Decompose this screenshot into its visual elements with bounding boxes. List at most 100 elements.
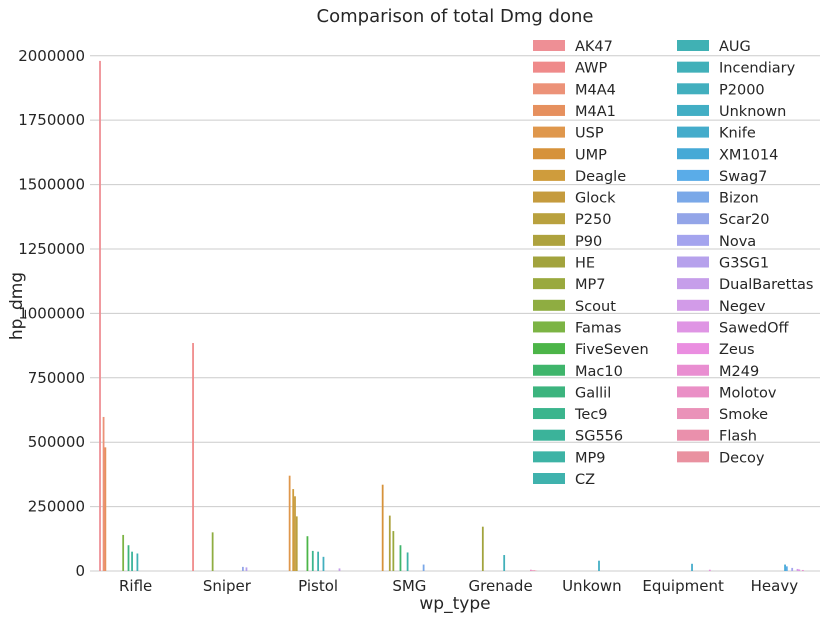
x-tick-label: Sniper — [203, 577, 252, 595]
legend-item-usp: USP — [533, 126, 604, 142]
legend-swatch — [677, 235, 709, 246]
bar-ump-smg — [382, 485, 384, 571]
legend-swatch — [677, 127, 709, 138]
legend-swatch — [677, 105, 709, 116]
legend-label: XM1014 — [719, 147, 778, 163]
legend-label: Famas — [575, 320, 621, 336]
legend-item-unknown: Unknown — [677, 104, 786, 120]
legend-item-knife: Knife — [677, 126, 756, 142]
legend-swatch — [533, 343, 565, 354]
legend-label: AWP — [575, 61, 607, 77]
legend-swatch — [677, 300, 709, 311]
bar-sg556-rifle — [131, 552, 133, 571]
bar-xm1014-heavy — [784, 565, 786, 571]
legend-label: Unknown — [719, 104, 786, 120]
legend-swatch — [677, 148, 709, 159]
bar-smoke-grenade — [532, 570, 534, 571]
legend-swatch — [533, 278, 565, 289]
legend-swatch — [533, 257, 565, 268]
legend-item-gallil: Gallil — [533, 385, 611, 401]
legend-item-p90: P90 — [533, 234, 602, 250]
bar-tec9-pistol — [312, 551, 314, 571]
legend-swatch — [677, 386, 709, 397]
legend-swatch — [677, 62, 709, 73]
bar-bizon-smg — [423, 565, 425, 571]
x-tick-label: Unkown — [562, 577, 622, 595]
legend-swatch — [533, 300, 565, 311]
legend-item-m4a1: M4A1 — [533, 104, 616, 120]
legend-label: Decoy — [719, 450, 765, 466]
legend-swatch — [677, 343, 709, 354]
legend-label: P90 — [575, 234, 602, 250]
legend-label: Nova — [719, 234, 756, 250]
legend-swatch — [533, 62, 565, 73]
legend-swatch — [677, 408, 709, 419]
legend-label: MP9 — [575, 450, 605, 466]
bar-incendiary-grenade — [503, 555, 505, 571]
legend-label: CZ — [575, 472, 595, 488]
legend: AK47AWPM4A4M4A1USPUMPDeagleGlockP250P90H… — [533, 39, 813, 488]
legend-item-incendiary: Incendiary — [677, 61, 796, 77]
legend-item-mp9: MP9 — [533, 450, 605, 466]
y-tick-label: 2000000 — [18, 47, 85, 65]
legend-label: M4A4 — [575, 82, 616, 98]
y-tick-label: 1750000 — [18, 111, 85, 129]
legend-swatch — [533, 386, 565, 397]
y-tick-label: 1500000 — [18, 176, 85, 194]
legend-item-aug: AUG — [677, 39, 751, 55]
legend-swatch — [533, 192, 565, 203]
gridlines — [90, 56, 820, 571]
legend-label: M249 — [719, 364, 759, 380]
legend-label: Scar20 — [719, 212, 769, 228]
legend-label: Zeus — [719, 342, 755, 358]
legend-label: Gallil — [575, 385, 611, 401]
legend-item-m4a4: M4A4 — [533, 82, 616, 98]
legend-item-p2000: P2000 — [677, 82, 765, 98]
y-tick-label: 1250000 — [18, 240, 85, 258]
legend-label: Knife — [719, 126, 756, 142]
bar-g3sg1-sniper — [246, 567, 248, 571]
legend-label: MP7 — [575, 277, 605, 293]
legend-swatch — [533, 83, 565, 94]
legend-item-ump: UMP — [533, 147, 607, 163]
bar-gallil-rifle — [128, 545, 130, 571]
bar-deagle-pistol — [292, 489, 294, 571]
legend-item-nova: Nova — [677, 234, 756, 250]
legend-label: Molotov — [719, 385, 777, 401]
legend-label: Mac10 — [575, 364, 623, 380]
bar-unknown-unkown — [598, 561, 600, 571]
legend-label: SawedOff — [719, 320, 789, 336]
legend-item-mp7: MP7 — [533, 277, 605, 293]
legend-item-fiveseven: FiveSeven — [533, 342, 649, 358]
legend-label: Deagle — [575, 169, 626, 185]
legend-item-famas: Famas — [533, 320, 621, 336]
bar-mp9-smg — [407, 552, 409, 571]
legend-label: Glock — [575, 191, 616, 207]
legend-swatch — [533, 473, 565, 484]
y-tick-label: 750000 — [28, 369, 85, 387]
x-tick-label: SMG — [392, 577, 426, 595]
legend-label: P250 — [575, 212, 611, 228]
legend-item-decoy: Decoy — [677, 450, 765, 466]
bar-flash-grenade — [534, 570, 536, 571]
legend-label: DualBarettas — [719, 277, 813, 293]
bar-aug-rifle — [137, 553, 139, 571]
legend-label: UMP — [575, 147, 607, 163]
legend-label: Flash — [719, 429, 757, 445]
y-axis-ticks: 0250000500000750000100000012500001500000… — [18, 47, 85, 580]
chart-title: Comparison of total Dmg done — [317, 6, 594, 27]
bar-p2000-pistol — [323, 557, 325, 571]
legend-swatch — [677, 83, 709, 94]
bar-nova-heavy — [791, 568, 793, 571]
y-axis-label: hp_dmg — [7, 272, 27, 340]
legend-swatch — [677, 321, 709, 332]
y-tick-label: 250000 — [28, 498, 85, 516]
legend-swatch — [533, 235, 565, 246]
bar-scar20-sniper — [242, 567, 244, 571]
bar-scout-sniper — [212, 532, 214, 571]
bar-mac10-smg — [400, 545, 402, 571]
bar-swag7-heavy — [786, 566, 788, 571]
legend-label: Negev — [719, 299, 766, 315]
